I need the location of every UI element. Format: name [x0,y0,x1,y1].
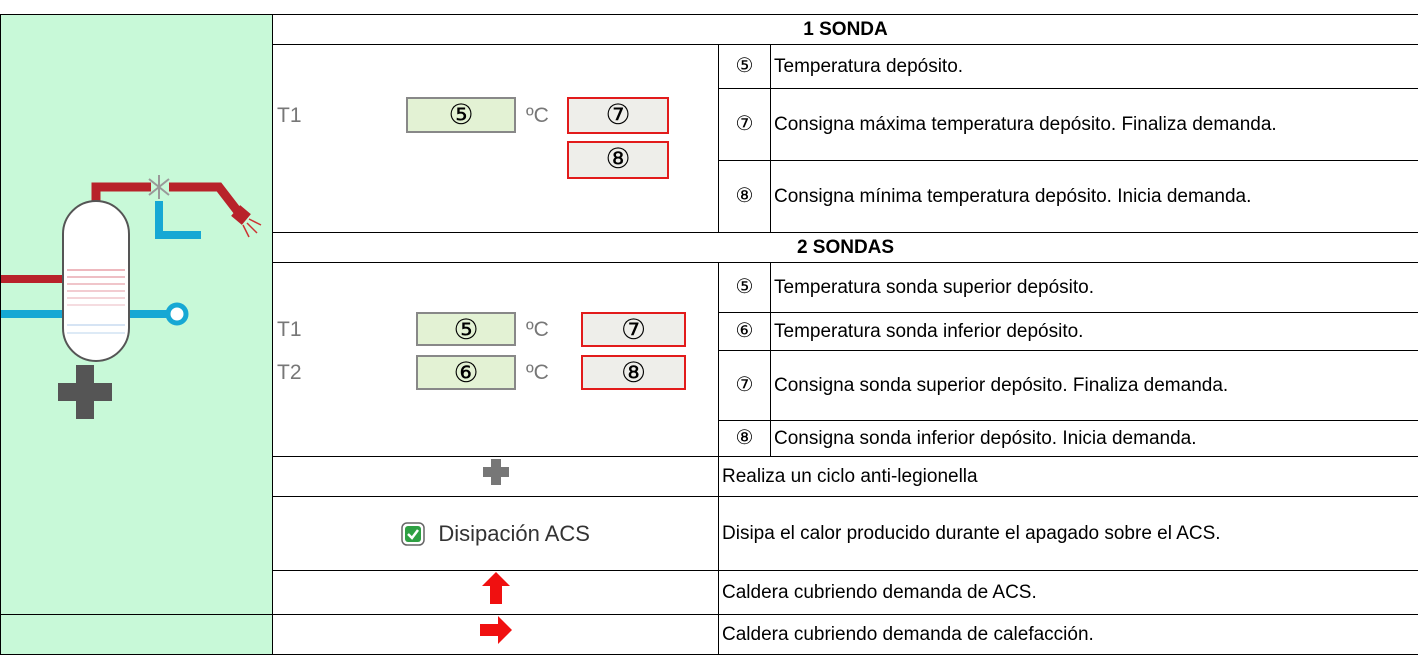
icon-cell [273,457,719,497]
cold-pipe [159,201,201,235]
tank-diagram [1,15,271,605]
shower-spray [243,219,261,237]
marker: ⑦ [719,351,771,421]
setpoint-box: ⑧ [581,355,686,390]
description: Temperatura sonda inferior depósito. [771,313,1418,351]
section-title: 2 SONDAS [273,233,1418,263]
tank [63,201,129,361]
probe-label: T2 [277,358,302,387]
description: Consigna sonda inferior depósito. Inicia… [771,421,1418,457]
plus-icon [58,365,112,419]
value-box: ⑤ [406,97,516,133]
inlet-hot [1,275,71,283]
diagram-cell [1,15,273,615]
value-box: ⑤ [416,312,516,346]
description: Disipa el calor producido durante el apa… [719,497,1418,571]
icon-cell: Disipación ACS [273,497,719,571]
inlet-cold [1,310,71,318]
outlet-cap [168,305,186,323]
checkbox [401,522,425,546]
setpoint-box: ⑧ [567,141,669,179]
icon-cell [273,571,719,615]
unit: ºC [526,101,549,130]
legend-table: 1 SONDA T1 ⑤ ºC ⑦ ⑧ ⑤ Temperatura depósi… [0,14,1418,655]
probe-label: T1 [277,315,302,344]
checkbox-label: Disipación ACS [438,521,590,546]
marker: ⑦ [719,89,771,161]
marker: ⑥ [719,313,771,351]
setpoint-box: ⑦ [567,97,669,134]
description: Consigna sonda superior depósito. Finali… [771,351,1418,421]
marker: ⑤ [719,45,771,89]
description: Caldera cubriendo demanda de ACS. [719,571,1418,615]
display: T1 ⑤ ºC ⑦ ⑧ [273,45,719,233]
description: Temperatura depósito. [771,45,1418,89]
display-panel: T1 ⑤ ºC ⑦ T2 ⑥ ºC ⑧ [273,263,719,457]
value-box: ⑥ [416,355,516,390]
legionella-icon [481,457,511,487]
setpoint-box: ⑦ [581,312,686,347]
display: T1 ⑤ ºC ⑦ T2 ⑥ ºC ⑧ [273,263,719,457]
probe-label: T1 [277,101,302,130]
marker: ⑧ [719,161,771,233]
marker: ⑤ [719,263,771,313]
unit: ºC [526,358,549,387]
display-panel: T1 ⑤ ºC ⑦ ⑧ [273,45,719,233]
up-arrow [481,571,511,605]
unit: ºC [526,315,549,344]
right-arrow [479,615,513,645]
description: Realiza un ciclo anti-legionella [719,457,1418,497]
valve [149,175,169,199]
description: Consigna máxima temperatura depósito. Fi… [771,89,1418,161]
description: Consigna mínima temperatura depósito. In… [771,161,1418,233]
description: Temperatura sonda superior depósito. [771,263,1418,313]
section-title: 1 SONDA [273,15,1418,45]
page: 1 SONDA T1 ⑤ ºC ⑦ ⑧ ⑤ Temperatura depósi… [0,0,1418,635]
marker: ⑧ [719,421,771,457]
